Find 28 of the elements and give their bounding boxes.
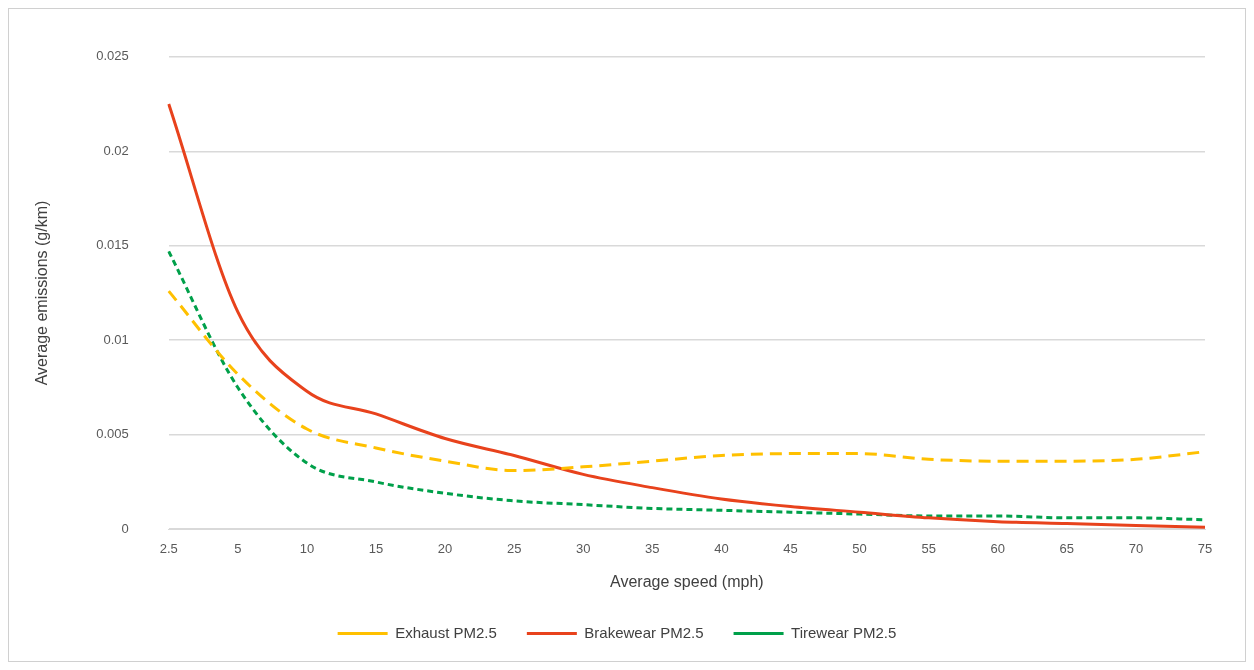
- y-axis-title: Average emissions (g/km): [33, 200, 51, 386]
- y-tick-label: 0.02: [103, 142, 129, 158]
- x-tick-label: 25: [506, 540, 522, 556]
- x-tick-label: 55: [921, 540, 936, 556]
- y-tick-label: 0.015: [96, 237, 129, 253]
- y-tick-label: 0: [121, 520, 129, 536]
- x-tick-label: 15: [368, 540, 384, 556]
- x-tick-label: 45: [783, 540, 798, 556]
- x-tick-label: 60: [990, 540, 1005, 556]
- x-tick-label: 10: [299, 540, 315, 556]
- x-axis-title: Average speed (mph): [610, 572, 764, 590]
- x-tick-label: 70: [1128, 540, 1144, 556]
- x-tick-label: 35: [645, 540, 660, 556]
- y-tick-label: 0.01: [103, 331, 129, 347]
- y-tick-label: 0.025: [96, 48, 129, 64]
- x-tick-label: 20: [437, 540, 453, 556]
- x-tick-label: 5: [234, 540, 242, 556]
- line-series: [167, 102, 1207, 529]
- x-tick-label: 30: [576, 540, 591, 556]
- x-tick-label: 75: [1197, 540, 1213, 556]
- legend-label: Tirewear PM2.5: [791, 623, 897, 641]
- x-tick-label: 2.5: [159, 540, 178, 556]
- legend-label: Exhaust PM2.5: [395, 623, 497, 641]
- x-tick-label: 65: [1059, 540, 1075, 556]
- y-tick-label: 0.005: [96, 426, 129, 442]
- legend-label: Brakewear PM2.5: [584, 623, 704, 641]
- x-tick-label: 50: [852, 540, 867, 556]
- x-tick-label: 40: [714, 540, 729, 556]
